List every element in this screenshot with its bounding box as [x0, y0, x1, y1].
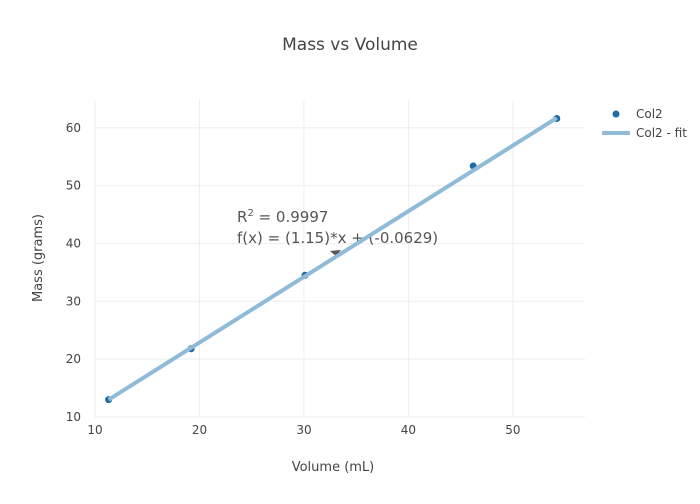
fit-line	[107, 116, 558, 402]
x-tick-label: 10	[87, 423, 102, 437]
x-tick-label: 30	[296, 423, 311, 437]
annotation-arrow	[330, 250, 341, 256]
x-tick-label: 20	[192, 423, 207, 437]
x-tick-label: 40	[401, 423, 416, 437]
y-tick-label: 60	[66, 121, 81, 135]
chart-title: Mass vs Volume	[282, 35, 418, 55]
y-tick-label: 20	[66, 352, 81, 366]
x-axis-title: Volume (mL)	[292, 460, 375, 475]
legend-label: Col2	[636, 107, 663, 121]
annotation-r2: R2 = 0.9997	[237, 208, 328, 226]
y-tick-label: 30	[66, 294, 81, 308]
y-tick-label: 10	[66, 410, 81, 424]
annotation-r: R	[237, 208, 247, 226]
annotation-sup: 2	[247, 208, 253, 219]
y-tick-label: 40	[66, 236, 81, 250]
annotation-r-rest: = 0.9997	[254, 208, 329, 226]
annotation-fit: f(x) = (1.15)*x + (-0.0629)	[237, 229, 438, 247]
x-tick-label: 50	[505, 423, 520, 437]
legend-label: Col2 - fit	[636, 126, 687, 140]
y-axis-title: Mass (grams)	[31, 214, 46, 302]
legend-swatch	[612, 110, 620, 118]
y-tick-label: 50	[66, 179, 81, 193]
